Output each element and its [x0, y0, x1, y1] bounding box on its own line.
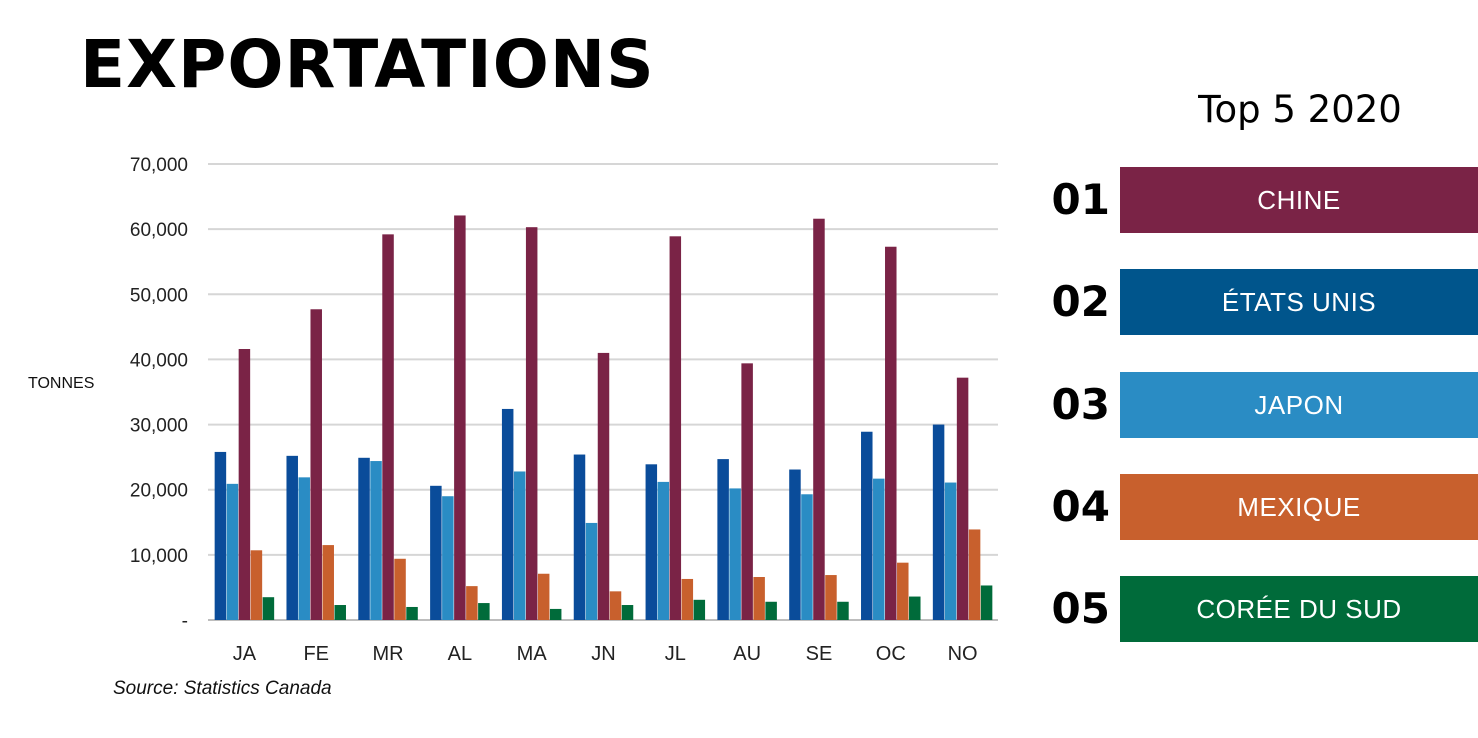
bar — [262, 597, 275, 620]
y-tick-label: 40,000 — [130, 350, 188, 371]
bar — [430, 485, 442, 620]
rank-country-box: MEXIQUE — [1120, 474, 1478, 540]
rank-row-2: 02 ÉTATS UNIS — [1020, 269, 1478, 335]
bar — [358, 457, 370, 620]
bar — [298, 477, 310, 620]
bar — [801, 494, 813, 620]
bar — [753, 577, 765, 620]
top5-title: Top 5 2020 — [1198, 88, 1402, 131]
rank-row-3: 03 JAPON — [1020, 372, 1478, 438]
rank-country-box: CORÉE DU SUD — [1120, 576, 1478, 642]
bar — [549, 608, 562, 620]
bar — [729, 488, 741, 620]
bar — [645, 464, 658, 620]
bar — [214, 451, 227, 620]
bar — [537, 573, 550, 620]
x-tick-label: AL — [448, 643, 472, 665]
bar — [609, 591, 622, 620]
bar — [525, 227, 538, 620]
bar — [897, 562, 909, 620]
y-tick-label: - — [182, 611, 188, 632]
bar — [370, 461, 382, 620]
x-tick-label: JA — [233, 643, 257, 665]
bar — [478, 603, 490, 620]
rank-number: 05 — [1051, 584, 1110, 633]
x-axis-ticks: JA FE MR AL MA JN JL AU SE OC NO — [233, 643, 978, 665]
rank-number: 01 — [1051, 175, 1110, 224]
x-tick-label: SE — [806, 643, 833, 665]
x-tick-label: MR — [372, 643, 403, 665]
rank-row-5: 05 CORÉE DU SUD — [1020, 576, 1478, 642]
bar — [932, 424, 945, 620]
rank-country-box: ÉTATS UNIS — [1120, 269, 1478, 335]
x-tick-label: JL — [665, 643, 686, 665]
bar — [657, 481, 670, 620]
y-axis-label: TONNES — [28, 375, 95, 392]
bar — [885, 246, 897, 620]
bar — [454, 215, 466, 620]
bar — [382, 234, 394, 620]
bar — [513, 471, 526, 620]
bar — [585, 522, 598, 620]
bar — [693, 599, 706, 620]
bar — [837, 601, 849, 620]
bar — [873, 478, 885, 620]
x-tick-label: OC — [876, 643, 906, 665]
bar-chart: - 10,000 20,000 30,000 40,000 50,000 60,000 70,… — [130, 155, 998, 665]
bar — [226, 483, 239, 620]
bar — [250, 550, 263, 620]
bar — [238, 349, 251, 620]
bar — [681, 578, 694, 620]
rank-number: 03 — [1051, 380, 1110, 429]
bar — [322, 545, 334, 620]
x-tick-label: NO — [948, 643, 978, 665]
bar — [825, 575, 837, 620]
x-tick-label: AU — [733, 643, 761, 665]
bar — [669, 236, 682, 620]
bar — [394, 558, 406, 620]
y-tick-label: 10,000 — [130, 546, 188, 567]
bar — [621, 605, 634, 620]
bar — [717, 459, 729, 620]
source-note: Source: Statistics Canada — [113, 678, 332, 699]
bar — [980, 585, 993, 620]
rank-row-4: 04 MEXIQUE — [1020, 474, 1478, 540]
bar — [861, 431, 873, 620]
bar — [956, 377, 969, 620]
bar — [944, 482, 957, 620]
bar — [741, 363, 753, 620]
y-tick-label: 50,000 — [130, 285, 188, 306]
chart-bars — [214, 215, 993, 620]
bar — [789, 469, 801, 620]
rank-number: 02 — [1051, 277, 1110, 326]
y-tick-label: 60,000 — [130, 220, 188, 241]
rank-row-1: 01 CHINE — [1020, 167, 1478, 233]
bar — [310, 309, 322, 620]
bar — [286, 455, 298, 620]
y-axis-ticks: - 10,000 20,000 30,000 40,000 50,000 60,000 70,… — [130, 155, 188, 632]
bar — [466, 586, 478, 620]
bar — [597, 352, 610, 620]
rank-number: 04 — [1051, 482, 1110, 531]
bar — [968, 529, 981, 620]
bar — [813, 218, 825, 620]
x-tick-label: MA — [517, 643, 548, 665]
bar — [765, 601, 777, 620]
x-tick-label: FE — [303, 643, 329, 665]
bar — [573, 454, 586, 620]
x-tick-label: JN — [591, 643, 615, 665]
bar — [501, 408, 514, 620]
page-title: EXPORTATIONS — [80, 26, 655, 103]
y-tick-label: 70,000 — [130, 155, 188, 176]
bar — [442, 496, 454, 620]
y-tick-label: 20,000 — [130, 481, 188, 502]
rank-country-box: JAPON — [1120, 372, 1478, 438]
bar — [334, 605, 346, 620]
rank-country-box: CHINE — [1120, 167, 1478, 233]
y-tick-label: 30,000 — [130, 416, 188, 437]
bar — [909, 596, 921, 620]
bar — [406, 606, 418, 620]
